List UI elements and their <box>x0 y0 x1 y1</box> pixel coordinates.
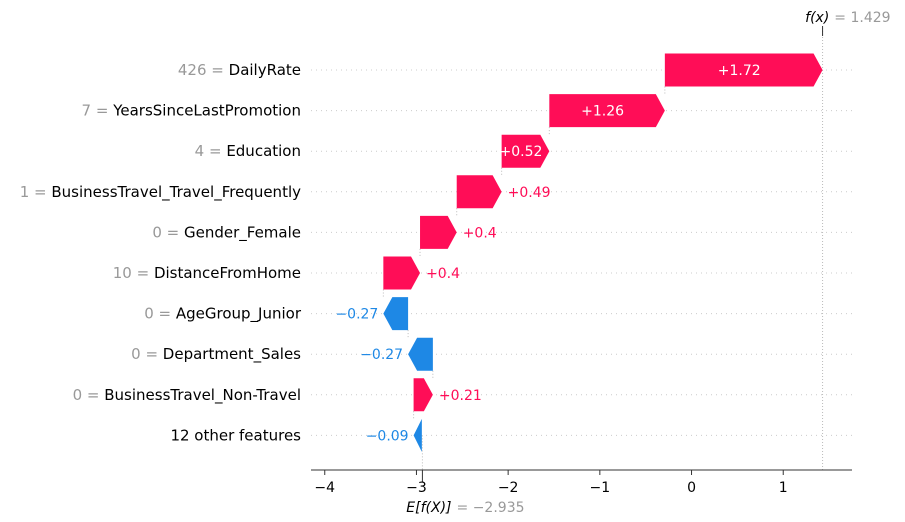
waterfall-bar <box>408 337 433 371</box>
feature-name: AgeGroup_Junior <box>176 305 302 324</box>
feature-value: 0 = <box>131 345 163 363</box>
feature-label: 0 = BusinessTravel_Non-Travel <box>73 386 301 405</box>
feature-label: 0 = AgeGroup_Junior <box>144 305 302 324</box>
bar-value-label: +0.4 <box>426 266 460 282</box>
feature-label: 12 other features <box>170 426 301 444</box>
bar-value-label: −0.09 <box>366 428 409 444</box>
x-tick-label: 0 <box>687 480 696 496</box>
waterfall-bar <box>456 175 502 209</box>
feature-label: 0 = Department_Sales <box>131 345 301 364</box>
feature-value: 0 = <box>152 223 184 241</box>
feature-name: Gender_Female <box>184 223 301 242</box>
feature-name: Education <box>226 142 301 160</box>
x-tick-label: 1 <box>779 480 788 496</box>
feature-value: 10 = <box>113 264 154 282</box>
feature-name: DailyRate <box>229 61 301 79</box>
feature-label: 7 = YearsSinceLastPromotion <box>82 102 301 120</box>
feature-labels: 426 = DailyRate 7 = YearsSinceLastPromoti… <box>20 61 302 444</box>
base-value-number: = −2.935 <box>457 500 525 516</box>
feature-label: 0 = Gender_Female <box>152 223 301 242</box>
bar-value-label: +0.21 <box>439 388 482 404</box>
feature-name: Department_Sales <box>163 345 301 364</box>
value-guides <box>382 26 824 482</box>
feature-name: DistanceFromHome <box>154 264 301 282</box>
bar-value-label: +0.49 <box>508 185 551 201</box>
x-tick-label: −4 <box>314 480 335 496</box>
x-tick-label: −2 <box>498 480 519 496</box>
waterfall-bar <box>420 215 457 249</box>
bar-value-label: +1.26 <box>581 104 624 120</box>
feature-name: BusinessTravel_Non-Travel <box>104 386 301 405</box>
waterfall-bar <box>413 418 422 452</box>
waterfall-bar <box>501 134 550 168</box>
final-value-name: f(x) <box>805 10 829 26</box>
x-axis: −4 −3 −2 −1 0 1 <box>311 469 852 496</box>
feature-name: YearsSinceLastPromotion <box>112 102 301 120</box>
feature-label: 1 = BusinessTravel_Travel_Frequently <box>20 183 301 202</box>
feature-label: 10 = DistanceFromHome <box>113 264 301 282</box>
waterfall-bar <box>664 53 823 87</box>
feature-value: 0 = <box>144 305 176 323</box>
x-tick-label: −3 <box>406 480 427 496</box>
x-tick-label: −1 <box>590 480 611 496</box>
feature-value: 426 = <box>178 61 229 79</box>
base-value-label: E[f(X)] = −2.935 <box>406 500 524 516</box>
waterfall-bar <box>383 256 421 290</box>
bar-value-label: +0.4 <box>463 225 497 241</box>
contribution-bars: +1.72 +1.26 +0.52 +0.49 +0.4 +0.4 −0.27 −0.27 +0… <box>335 53 823 452</box>
feature-label: 426 = DailyRate <box>178 61 301 79</box>
feature-label: 4 = Education <box>195 142 301 160</box>
final-value-label: f(x) = 1.429 <box>805 10 890 26</box>
final-value-number: = 1.429 <box>834 10 890 26</box>
waterfall-bar <box>549 94 665 128</box>
bar-value-label: −0.27 <box>360 347 403 363</box>
feature-value: 0 = <box>73 386 105 404</box>
waterfall-bar <box>383 297 409 331</box>
bar-value-label: −0.27 <box>335 307 378 323</box>
feature-name: 12 other features <box>170 426 301 444</box>
feature-name: BusinessTravel_Travel_Frequently <box>51 183 301 202</box>
feature-value: 7 = <box>82 102 114 120</box>
waterfall-bar <box>413 378 433 412</box>
bar-value-label: +1.72 <box>718 63 761 79</box>
feature-value: 4 = <box>195 142 227 160</box>
base-value-name: E[f(X)] <box>406 500 451 516</box>
bar-value-label: +0.52 <box>500 144 543 160</box>
feature-value: 1 = <box>20 183 52 201</box>
